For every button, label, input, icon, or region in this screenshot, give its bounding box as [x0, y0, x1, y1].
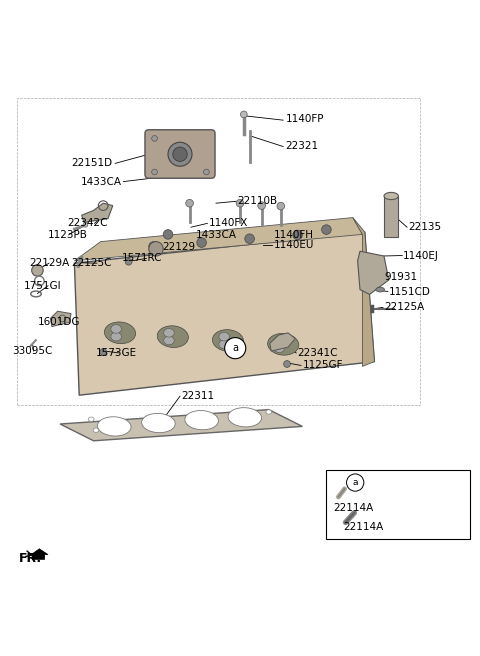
- Text: 22125A: 22125A: [384, 302, 424, 312]
- Bar: [17, 98, 420, 405]
- Circle shape: [277, 202, 285, 210]
- Ellipse shape: [93, 428, 99, 432]
- Text: 1140FX: 1140FX: [209, 218, 248, 228]
- Circle shape: [347, 474, 364, 491]
- Polygon shape: [74, 218, 362, 261]
- Ellipse shape: [376, 287, 384, 292]
- Bar: [326, 470, 470, 539]
- Polygon shape: [31, 549, 48, 560]
- Text: 22129A: 22129A: [29, 258, 69, 268]
- Ellipse shape: [157, 326, 188, 348]
- Text: 22135: 22135: [408, 222, 441, 232]
- Circle shape: [149, 241, 158, 251]
- Circle shape: [152, 169, 157, 175]
- Text: 1751GI: 1751GI: [24, 281, 61, 291]
- Text: 1571RC: 1571RC: [121, 253, 162, 264]
- Circle shape: [236, 199, 244, 207]
- Polygon shape: [353, 218, 374, 367]
- Text: 1573GE: 1573GE: [96, 348, 137, 358]
- Text: 22110B: 22110B: [238, 195, 278, 206]
- Circle shape: [83, 222, 88, 227]
- Text: 1123PB: 1123PB: [48, 230, 88, 240]
- Ellipse shape: [219, 333, 229, 341]
- Polygon shape: [358, 251, 389, 295]
- Text: 22125C: 22125C: [71, 258, 111, 268]
- Polygon shape: [74, 232, 374, 395]
- Ellipse shape: [105, 322, 135, 344]
- Circle shape: [322, 225, 331, 234]
- Ellipse shape: [384, 192, 398, 199]
- Ellipse shape: [142, 413, 175, 433]
- Text: 22341C: 22341C: [298, 348, 338, 358]
- Text: 1140EU: 1140EU: [274, 241, 314, 251]
- Text: 1151CD: 1151CD: [389, 287, 431, 297]
- Ellipse shape: [219, 340, 229, 348]
- Bar: [384, 196, 398, 237]
- Text: 22114A: 22114A: [334, 502, 374, 512]
- Ellipse shape: [274, 344, 285, 352]
- Circle shape: [245, 234, 254, 243]
- Text: 22129: 22129: [162, 242, 195, 253]
- Ellipse shape: [268, 333, 299, 355]
- Ellipse shape: [228, 407, 262, 427]
- Circle shape: [152, 136, 157, 141]
- Text: 1140FH: 1140FH: [274, 230, 313, 240]
- Ellipse shape: [88, 417, 94, 421]
- Ellipse shape: [274, 336, 285, 345]
- Circle shape: [225, 338, 246, 359]
- Ellipse shape: [213, 329, 243, 352]
- Text: 33095C: 33095C: [12, 346, 52, 356]
- Circle shape: [197, 237, 206, 247]
- Circle shape: [173, 147, 187, 161]
- Circle shape: [240, 111, 247, 118]
- Circle shape: [163, 230, 173, 239]
- Text: 22342C: 22342C: [67, 218, 108, 228]
- Circle shape: [168, 142, 192, 166]
- Ellipse shape: [111, 325, 121, 333]
- Text: 1433CA: 1433CA: [196, 230, 237, 240]
- Circle shape: [149, 241, 163, 256]
- Text: 1601DG: 1601DG: [37, 317, 80, 327]
- Text: 91931: 91931: [384, 272, 417, 281]
- Ellipse shape: [185, 411, 218, 430]
- FancyBboxPatch shape: [145, 130, 215, 178]
- Ellipse shape: [164, 336, 174, 345]
- Circle shape: [293, 230, 302, 239]
- Text: 22311: 22311: [181, 391, 215, 401]
- Polygon shape: [60, 409, 302, 441]
- Text: 22114A: 22114A: [343, 522, 384, 532]
- Text: 1140FP: 1140FP: [286, 114, 324, 124]
- Text: 1433CA: 1433CA: [81, 176, 121, 186]
- Circle shape: [100, 348, 107, 356]
- Text: 1140EJ: 1140EJ: [403, 251, 439, 260]
- Text: 22151D: 22151D: [72, 158, 113, 169]
- Ellipse shape: [111, 333, 121, 341]
- Circle shape: [284, 361, 290, 367]
- Text: 1125GF: 1125GF: [302, 360, 343, 371]
- Polygon shape: [270, 333, 295, 351]
- Circle shape: [186, 199, 193, 207]
- Text: 22321: 22321: [286, 140, 319, 151]
- Polygon shape: [50, 311, 71, 327]
- Polygon shape: [82, 203, 113, 222]
- Circle shape: [258, 202, 265, 209]
- Text: a: a: [352, 478, 358, 487]
- Circle shape: [204, 169, 209, 175]
- Ellipse shape: [164, 329, 174, 337]
- Circle shape: [125, 258, 132, 265]
- Ellipse shape: [266, 410, 272, 414]
- Text: a: a: [232, 343, 238, 353]
- Circle shape: [32, 264, 43, 276]
- Ellipse shape: [97, 417, 131, 436]
- Text: FR.: FR.: [19, 552, 42, 565]
